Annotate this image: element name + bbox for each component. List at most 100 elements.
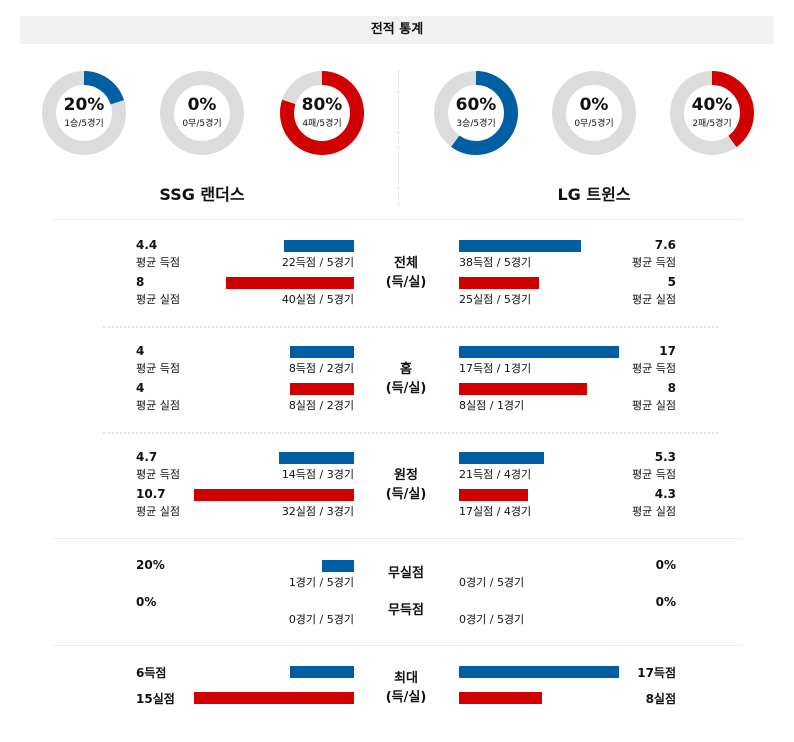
left-bar <box>226 277 354 289</box>
right-detail: 0경기 / 5경기 <box>459 576 525 589</box>
left-value: 8 <box>136 275 145 289</box>
right-bar <box>459 489 528 501</box>
right-detail: 17실점 / 4경기 <box>459 505 532 518</box>
left-value: 15실점 <box>136 692 175 706</box>
section-sublabel: (득/실) <box>385 275 427 290</box>
left-bar <box>194 692 354 704</box>
section-label: 전체 <box>394 256 418 271</box>
donut-record: 2패/5경기 <box>692 119 732 129</box>
right-label: 평균 실점 <box>632 293 676 306</box>
left-detail: 8실점 / 2경기 <box>288 399 354 412</box>
right-detail: 0경기 / 5경기 <box>459 613 525 626</box>
left-detail: 32실점 / 3경기 <box>281 505 354 518</box>
donut-ring <box>42 71 126 155</box>
left-value: 20% <box>136 558 165 572</box>
win-rate-donut: 0% 0무/5경기 <box>157 68 247 158</box>
right-value: 4.3 <box>654 487 676 501</box>
divider <box>53 219 743 220</box>
left-detail: 14득점 / 3경기 <box>281 468 354 481</box>
win-rate-donut: 60% 3승/5경기 <box>431 68 521 158</box>
section-sublabel: (득/실) <box>385 487 427 502</box>
dashed-divider <box>103 326 718 328</box>
right-detail: 8실점 / 1경기 <box>459 399 525 412</box>
dashed-divider <box>103 432 718 434</box>
left-value: 4.4 <box>136 238 158 252</box>
right-value: 8 <box>667 381 676 395</box>
right-bar <box>459 277 539 289</box>
right-value: 5 <box>667 275 676 289</box>
left-value: 4.7 <box>136 450 158 464</box>
right-bar <box>459 240 581 252</box>
right-detail: 17득점 / 1경기 <box>459 362 532 375</box>
right-value: 0% <box>655 595 676 609</box>
team-name: LG 트윈스 <box>557 185 631 204</box>
donut-ring <box>434 71 518 155</box>
team-divider <box>398 70 399 205</box>
left-detail: 1경기 / 5경기 <box>288 576 354 589</box>
team-name: SSG 랜더스 <box>159 185 245 204</box>
left-value: 0% <box>136 595 157 609</box>
win-rate-donut: 0% 0무/5경기 <box>549 68 639 158</box>
right-value: 7.6 <box>654 238 676 252</box>
left-detail: 22득점 / 5경기 <box>281 256 354 269</box>
left-label: 평균 득점 <box>136 256 180 269</box>
section-label: 무실점 <box>388 566 424 581</box>
win-rate-donut: 20% 1승/5경기 <box>39 68 129 158</box>
right-value: 17 <box>659 344 676 358</box>
left-label: 평균 실점 <box>136 293 180 306</box>
left-bar <box>278 452 354 464</box>
right-detail: 21득점 / 4경기 <box>459 468 532 481</box>
donut-ring <box>160 71 244 155</box>
left-bar <box>290 383 354 395</box>
left-detail: 40실점 / 5경기 <box>281 293 354 306</box>
section-label: 최대 <box>394 671 418 686</box>
left-bar <box>290 666 354 678</box>
donut-record: 1승/5경기 <box>64 119 104 129</box>
donut-record: 0무/5경기 <box>574 119 614 129</box>
donut-record: 0무/5경기 <box>182 119 222 129</box>
donut-percent: 20% <box>63 95 105 115</box>
left-label: 평균 득점 <box>136 362 180 375</box>
left-label: 평균 실점 <box>136 399 180 412</box>
right-bar <box>459 452 544 464</box>
donut-percent: 0% <box>579 95 609 115</box>
section-sublabel: (득/실) <box>385 381 427 396</box>
donut-record: 4패/5경기 <box>302 119 342 129</box>
right-label: 평균 실점 <box>632 399 676 412</box>
right-bar <box>459 383 587 395</box>
donut-percent: 60% <box>455 95 497 115</box>
right-bar <box>459 346 619 358</box>
left-bar <box>194 489 354 501</box>
right-value: 5.3 <box>654 450 676 464</box>
right-value: 8실점 <box>645 692 676 706</box>
left-bar <box>322 560 354 572</box>
panel-title: 전적 통계 <box>20 16 774 44</box>
section-sublabel: (득/실) <box>385 690 427 705</box>
left-label: 평균 득점 <box>136 468 180 481</box>
left-value: 4 <box>136 381 145 395</box>
divider <box>53 645 743 646</box>
donut-percent: 0% <box>187 95 217 115</box>
right-value: 17득점 <box>637 666 676 680</box>
left-label: 평균 실점 <box>136 505 180 518</box>
donut-ring <box>552 71 636 155</box>
donut-ring <box>280 71 364 155</box>
right-label: 평균 득점 <box>632 362 676 375</box>
right-label: 평균 득점 <box>632 468 676 481</box>
left-value: 4 <box>136 344 145 358</box>
right-label: 평균 득점 <box>632 256 676 269</box>
donut-percent: 80% <box>301 95 343 115</box>
win-rate-donut: 40% 2패/5경기 <box>667 68 757 158</box>
left-bar <box>283 240 354 252</box>
right-detail: 38득점 / 5경기 <box>459 256 532 269</box>
divider <box>53 538 743 539</box>
win-rate-donut: 80% 4패/5경기 <box>277 68 367 158</box>
left-value: 10.7 <box>136 487 166 501</box>
donut-percent: 40% <box>691 95 733 115</box>
section-label: 원정 <box>394 468 418 483</box>
left-detail: 8득점 / 2경기 <box>288 362 354 375</box>
right-bar <box>459 666 619 678</box>
donut-record: 3승/5경기 <box>456 119 496 129</box>
right-value: 0% <box>655 558 676 572</box>
